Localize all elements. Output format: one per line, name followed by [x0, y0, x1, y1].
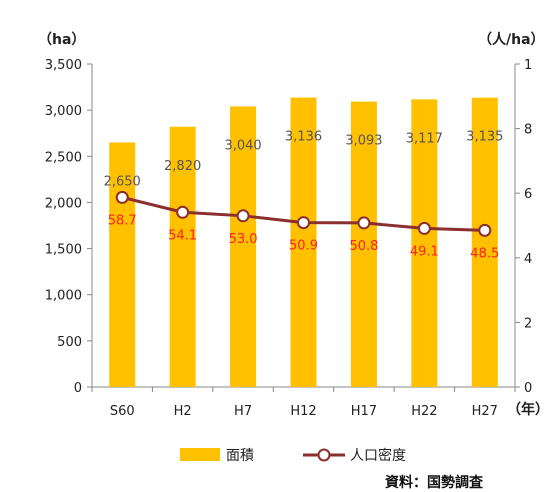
- line-point: [236, 209, 250, 223]
- y-right-tick-label: 6: [524, 187, 532, 202]
- legend-label-area: 面積: [226, 448, 254, 464]
- line-data-label: 53.0: [229, 232, 258, 247]
- x-tick-label: H2: [174, 404, 192, 419]
- legend-swatch-area: [180, 448, 220, 461]
- legend-swatch-density-marker: [317, 448, 331, 462]
- y-right-tick-label: 0: [524, 381, 532, 396]
- line-point: [357, 216, 371, 230]
- bar: [109, 142, 136, 387]
- bar-data-label: 3,135: [466, 130, 503, 145]
- axes: 0 500 1,000 1,500 2,000 2,500 3,000 3,500 0 2 4 6 8 1…: [45, 58, 533, 419]
- x-tick-label: H12: [290, 404, 316, 419]
- line-series: [115, 190, 492, 237]
- legend: 面積 人口密度: [180, 447, 406, 464]
- x-tick-label: H22: [411, 404, 437, 419]
- bar-data-label: 3,093: [345, 134, 382, 149]
- bar-data-label: 3,040: [224, 138, 261, 153]
- bar-data-label: 3,136: [285, 130, 322, 145]
- line-data-label: 50.8: [349, 239, 378, 254]
- bar-data-label: 2,650: [104, 174, 141, 189]
- bar: [290, 97, 317, 387]
- y-right-tick-label: 4: [524, 252, 532, 267]
- y-left-tick-label: 1,000: [45, 289, 82, 304]
- x-tick-label: H17: [351, 404, 377, 419]
- x-tick-label: S60: [110, 404, 135, 419]
- y-left-tick-label: 0: [74, 381, 82, 396]
- y-left-tick-label: 2,500: [45, 150, 82, 165]
- y-right-tick-label: 8: [524, 123, 532, 138]
- x-tick-label: H7: [234, 404, 252, 419]
- line-point: [417, 221, 431, 235]
- y-left-tick-label: 500: [57, 335, 82, 350]
- bar-series: [109, 97, 498, 388]
- line-point: [297, 216, 310, 230]
- data-labels: 2,650 2,820 3,040 3,136 3,093 3,117 3,135 58.7 5…: [104, 130, 504, 262]
- x-axis-unit: （年）: [507, 401, 545, 418]
- bar-data-label: 2,820: [164, 159, 201, 174]
- line-point: [115, 190, 129, 204]
- y-right-tick-label: 1: [524, 58, 532, 73]
- left-axis-unit: （ha）: [38, 32, 85, 48]
- bar-data-label: 3,117: [406, 131, 443, 146]
- bar: [230, 106, 257, 388]
- line-data-label: 49.1: [410, 244, 439, 259]
- bar: [411, 99, 438, 387]
- x-tick-label: H27: [472, 404, 498, 419]
- y-left-tick-label: 2,000: [45, 196, 82, 211]
- line-data-label: 58.7: [108, 213, 137, 228]
- y-left-tick-label: 3,500: [45, 58, 82, 73]
- bar: [350, 101, 377, 387]
- line-data-label: 48.5: [470, 246, 499, 261]
- line-point: [176, 205, 190, 219]
- y-right-tick-label: 2: [524, 316, 532, 331]
- legend-label-density: 人口密度: [350, 447, 406, 464]
- bar: [471, 97, 498, 387]
- right-axis-unit: （人/ha）: [478, 31, 545, 48]
- line-data-label: 50.9: [289, 239, 318, 254]
- y-left-tick-label: 1,500: [45, 243, 82, 258]
- y-left-tick-label: 3,000: [45, 104, 82, 119]
- line-data-label: 54.1: [168, 228, 197, 243]
- line-point: [478, 223, 492, 237]
- source-note: 資料：国勢調査: [385, 474, 484, 491]
- bar: [169, 126, 196, 388]
